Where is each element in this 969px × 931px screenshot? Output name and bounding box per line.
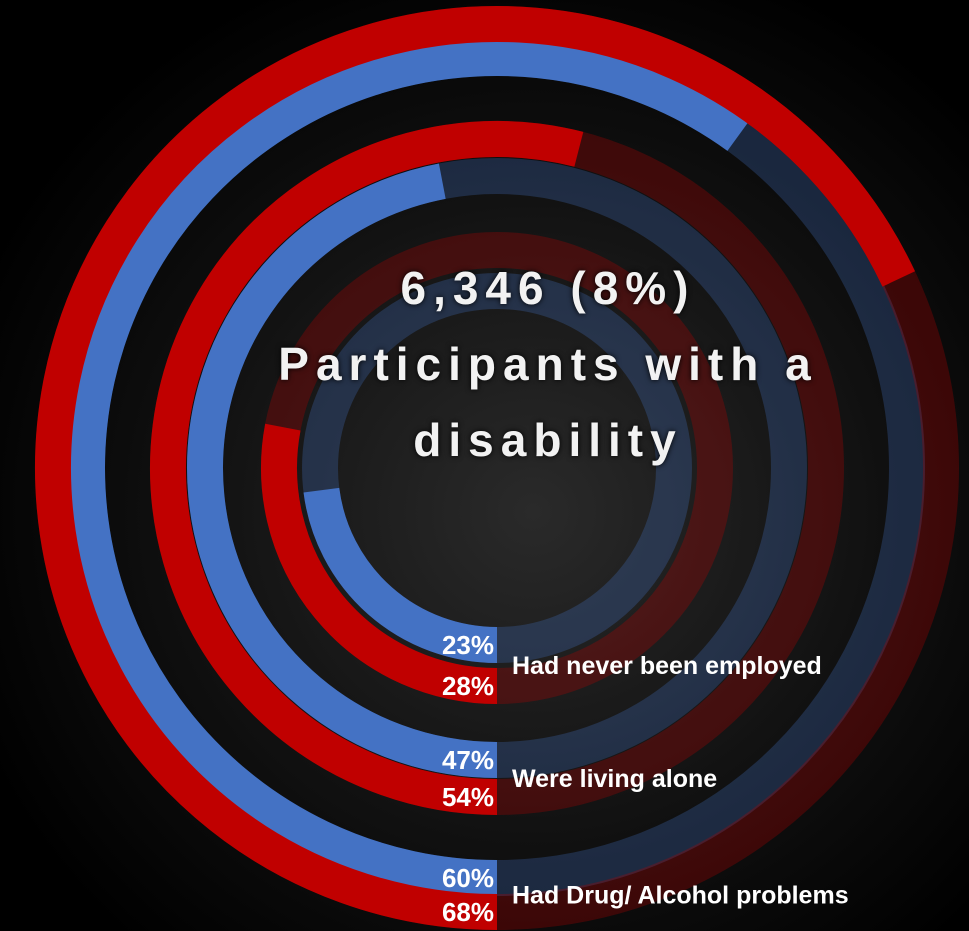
chart-title: 6,346 (8%) [400, 262, 696, 314]
radial-bar [150, 121, 584, 815]
category-label: Were living alone [512, 765, 717, 793]
value-label: 23% [442, 630, 494, 660]
radial-bar [187, 163, 498, 778]
radial-bar [35, 6, 916, 930]
title-block: 6,346 (8%) Participants with a disabilit… [188, 250, 908, 478]
category-label: Had never been employed [512, 652, 822, 680]
value-label: 54% [442, 782, 494, 812]
radial-bar [261, 423, 498, 704]
radial-bar [69, 40, 749, 896]
value-label: 68% [442, 897, 494, 927]
value-label: 60% [442, 863, 494, 893]
category-label: Had Drug/ Alcohol problems [512, 882, 849, 910]
chart-subtitle: Participants with a disability [278, 338, 818, 466]
value-label: 28% [442, 671, 494, 701]
radial-bar [303, 487, 498, 663]
value-label: 47% [442, 745, 494, 775]
